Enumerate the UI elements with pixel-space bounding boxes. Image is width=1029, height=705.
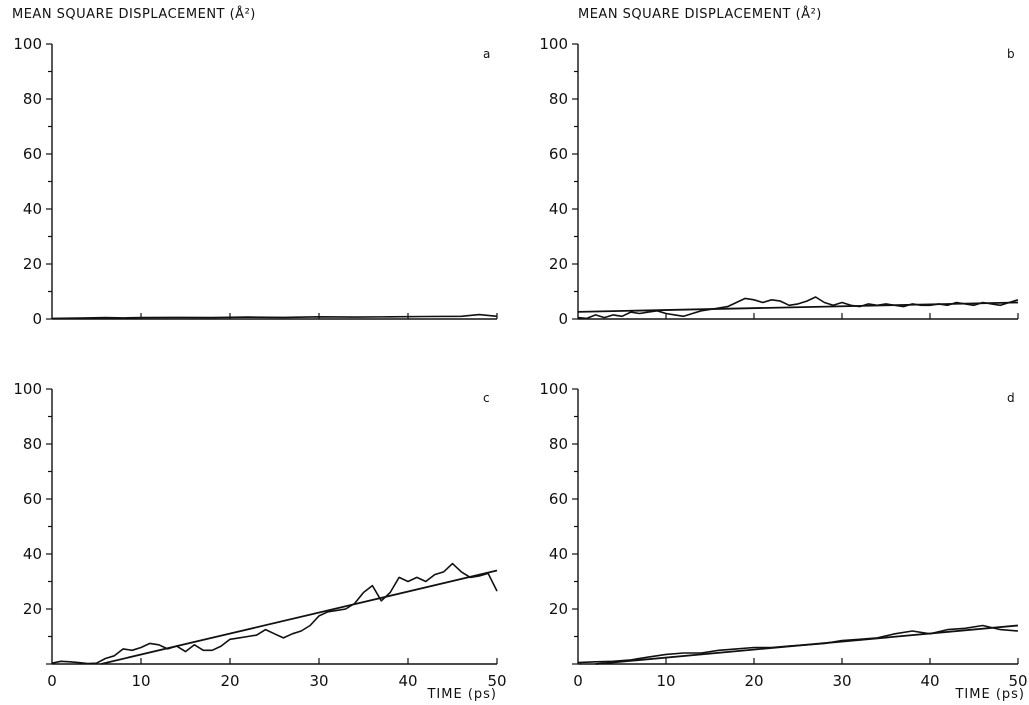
y-tick-label: 80 <box>549 90 568 108</box>
y-tick-label: 0 <box>558 310 568 328</box>
y-axis-label: MEAN SQUARE DISPLACEMENT (Å²) <box>578 6 822 22</box>
x-tick-label: 20 <box>220 672 239 690</box>
y-tick-label: 40 <box>549 545 568 563</box>
y-tick-label: 100 <box>539 380 568 398</box>
x-tick-label: 50 <box>487 672 506 690</box>
panel-b: MEAN SQUARE DISPLACEMENT (Å²) b 0 20 40 60 8… <box>539 6 1019 328</box>
x-tick-label: 10 <box>131 672 150 690</box>
y-tick-label: 60 <box>23 145 42 163</box>
y-tick-label: 80 <box>549 435 568 453</box>
x-tick-label: 20 <box>744 672 763 690</box>
data-trace <box>51 562 498 665</box>
panel-d: TIME (ps) d 20 40 60 80 100 0 10 20 30 40 50 <box>539 380 1027 702</box>
y-tick-label: 80 <box>23 90 42 108</box>
panel-letter: c <box>483 391 490 405</box>
y-tick-label: 60 <box>549 145 568 163</box>
x-axis-label: TIME (ps) <box>426 687 497 702</box>
panel-letter: b <box>1007 47 1015 61</box>
data-trace <box>577 624 1019 664</box>
panel-c: TIME (ps) c 20 40 60 80 100 0 10 20 30 40 50 <box>13 380 506 702</box>
x-tick-label: 50 <box>1008 672 1027 690</box>
y-tick-label: 80 <box>23 435 42 453</box>
y-tick-label: 40 <box>549 200 568 218</box>
x-tick-label: 30 <box>309 672 328 690</box>
x-tick-label: 40 <box>398 672 417 690</box>
data-trace <box>577 296 1019 320</box>
y-axis-label: MEAN SQUARE DISPLACEMENT (Å²) <box>12 6 256 22</box>
y-tick-label: 100 <box>539 35 568 53</box>
y-tick-label: 100 <box>13 35 42 53</box>
y-tick-label: 20 <box>549 255 568 273</box>
x-tick-label: 40 <box>920 672 939 690</box>
panel-letter: a <box>483 47 490 61</box>
y-tick-label: 100 <box>13 380 42 398</box>
fit-line <box>100 569 498 665</box>
panel-a: MEAN SQUARE DISPLACEMENT (Å²) a 0 20 40 60 8… <box>12 6 498 328</box>
panel-letter: d <box>1007 391 1015 405</box>
x-tick-label: 30 <box>832 672 851 690</box>
y-tick-label: 20 <box>23 600 42 618</box>
x-tick-label: 0 <box>47 672 57 690</box>
x-tick-label: 10 <box>656 672 675 690</box>
y-tick-label: 60 <box>23 490 42 508</box>
x-axis-label: TIME (ps) <box>954 687 1025 702</box>
y-tick-label: 60 <box>549 490 568 508</box>
x-tick-label: 0 <box>573 672 583 690</box>
y-tick-label: 40 <box>23 545 42 563</box>
y-tick-label: 20 <box>549 600 568 618</box>
data-trace <box>51 313 498 320</box>
y-tick-label: 40 <box>23 200 42 218</box>
y-tick-label: 20 <box>23 255 42 273</box>
y-tick-label: 0 <box>32 310 42 328</box>
